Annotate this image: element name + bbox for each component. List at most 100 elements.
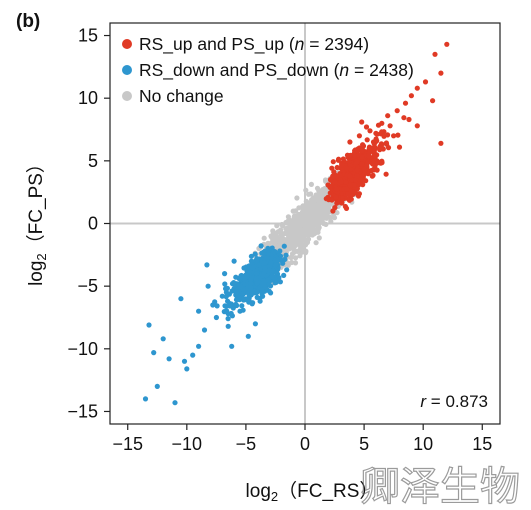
point-down — [228, 301, 234, 307]
point-down — [238, 273, 244, 279]
point-down-outlier — [252, 321, 258, 327]
x-axis-label: log2（FC_RS） — [246, 480, 379, 504]
panel-label: (b) — [16, 11, 40, 32]
point-down — [261, 250, 267, 256]
point-no-change — [303, 250, 309, 256]
point-no-change — [313, 240, 319, 246]
point-no-change — [292, 260, 299, 266]
point-down — [214, 303, 220, 309]
axis-ticks: −15 −10 −5 0 5 10 15 15 10 5 0 −5 −10 −15 — [67, 26, 492, 454]
point-up-outlier — [352, 148, 358, 154]
point-up — [401, 115, 407, 121]
point-up — [346, 197, 353, 203]
point-no-change — [284, 230, 290, 236]
point-up — [345, 191, 351, 197]
point-no-change — [274, 223, 280, 229]
point-no-change — [303, 187, 309, 193]
point-up-outlier — [406, 116, 412, 123]
point-up — [363, 178, 369, 184]
point-no-change — [294, 195, 300, 201]
point-no-change — [302, 225, 308, 231]
point-no-change — [287, 217, 293, 223]
data-points — [142, 41, 450, 406]
point-down — [224, 308, 230, 314]
point-no-change — [324, 215, 330, 221]
point-up-outlier — [387, 123, 393, 129]
point-up — [330, 159, 336, 165]
point-up — [359, 147, 365, 154]
point-down — [265, 255, 271, 261]
point-up — [331, 169, 337, 175]
point-up-outlier — [347, 139, 353, 145]
point-up — [383, 171, 389, 177]
point-no-change — [315, 229, 321, 235]
point-no-change — [290, 243, 296, 249]
y-tick-label: −10 — [67, 339, 98, 359]
point-down — [259, 291, 265, 297]
point-down — [272, 277, 278, 283]
point-up — [374, 167, 380, 173]
point-down — [273, 262, 279, 268]
point-up — [354, 167, 360, 173]
point-no-change — [314, 197, 320, 203]
point-no-change — [311, 221, 318, 227]
point-no-change — [316, 235, 322, 241]
legend-entry: RS_up and PS_up (n = 2394) — [139, 34, 369, 55]
point-down — [238, 284, 244, 290]
point-up — [370, 145, 376, 151]
point-down — [233, 274, 239, 280]
point-up — [335, 157, 341, 163]
point-no-change — [300, 242, 306, 248]
point-up — [385, 132, 391, 138]
point-down-outlier — [204, 262, 210, 268]
point-no-change — [292, 216, 298, 222]
point-down — [261, 260, 267, 266]
x-tick-label: 0 — [300, 434, 310, 454]
point-up-outlier — [438, 140, 444, 146]
point-up — [352, 153, 358, 159]
point-down-outlier — [213, 314, 219, 321]
point-up — [344, 165, 350, 172]
point-up — [347, 173, 353, 179]
point-up-outlier — [430, 98, 436, 104]
point-up — [347, 153, 353, 159]
point-up — [385, 145, 392, 151]
point-no-change — [334, 210, 340, 216]
correlation-annotation: r = 0.873 — [420, 392, 488, 411]
point-up — [370, 160, 377, 166]
y-tick-label: −5 — [77, 276, 98, 296]
point-no-change — [273, 233, 279, 239]
point-down-outlier — [166, 356, 172, 362]
point-up-outlier — [414, 85, 420, 91]
legend-marker — [122, 91, 132, 101]
point-up — [332, 179, 338, 185]
legend: RS_up and PS_up (n = 2394) RS_down and PS… — [122, 34, 414, 106]
point-up — [333, 186, 340, 192]
point-up — [374, 160, 380, 166]
point-up — [354, 159, 360, 165]
point-down — [241, 297, 247, 303]
point-up-outlier — [376, 145, 383, 151]
point-no-change — [288, 226, 294, 233]
point-no-change — [303, 203, 310, 209]
x-tick-label: −10 — [172, 434, 203, 454]
point-up — [371, 153, 377, 159]
point-down — [258, 243, 264, 249]
point-up — [359, 161, 365, 167]
point-no-change — [284, 260, 290, 266]
point-down-outlier — [225, 323, 231, 329]
point-no-change — [311, 226, 317, 232]
point-down — [254, 289, 260, 295]
point-down — [281, 272, 287, 278]
y-tick-label: 10 — [78, 88, 98, 108]
point-down — [282, 256, 288, 262]
point-no-change — [308, 181, 314, 187]
point-up-outlier — [356, 133, 362, 139]
point-down — [272, 258, 278, 264]
point-down — [223, 289, 229, 295]
point-no-change — [314, 185, 321, 191]
point-down — [248, 280, 254, 286]
point-down-outlier — [151, 350, 157, 356]
point-down — [233, 301, 239, 307]
